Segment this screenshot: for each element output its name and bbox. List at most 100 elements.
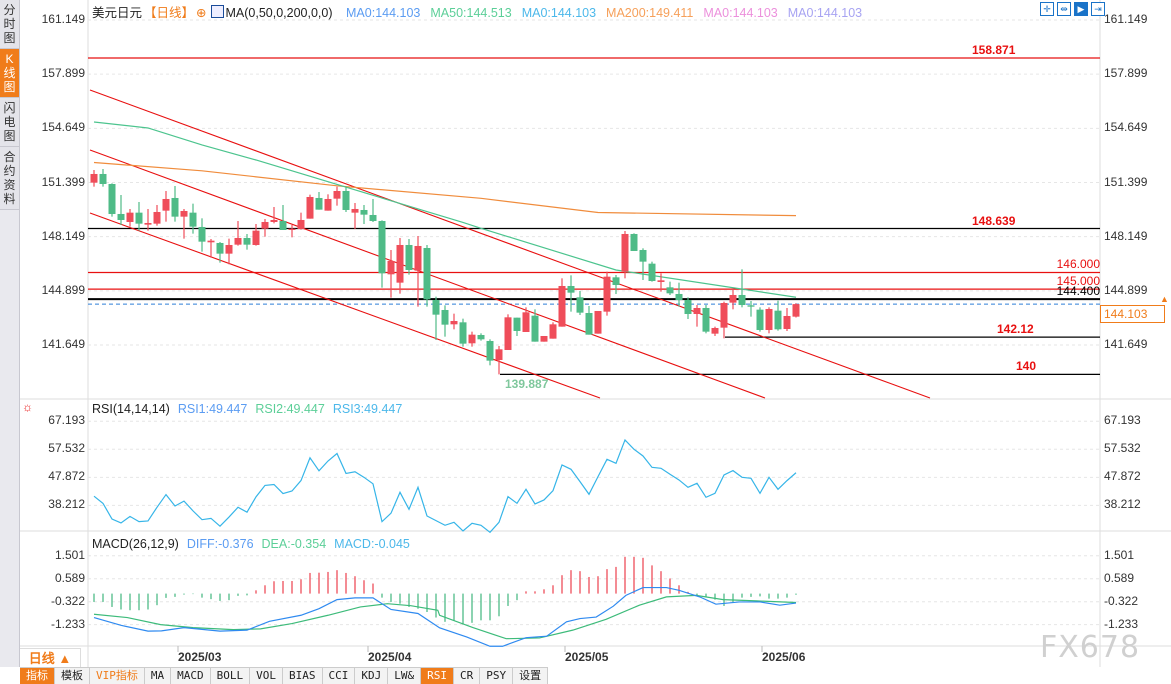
price-axis-label-left: 161.149 [41, 12, 85, 26]
candle-up [729, 294, 737, 303]
period-selector[interactable]: 日线 ▲ [20, 648, 81, 668]
tab-ma[interactable]: MA [145, 668, 172, 684]
price-axis-label-left: 141.649 [41, 337, 85, 351]
indicator-axis-label-left: 67.193 [48, 413, 85, 428]
candle-up [126, 212, 134, 222]
date-label: 2025/06 [762, 650, 806, 664]
sidebar-tab-contract-info[interactable]: 合约资料 [0, 147, 19, 210]
candle-down [342, 190, 350, 210]
candle-down [684, 299, 692, 314]
indicator-axis-label-left: 0.589 [54, 570, 85, 585]
candle-down [675, 293, 683, 300]
price-axis-label-right: 151.399 [1104, 174, 1148, 189]
candle-down [315, 197, 323, 210]
diff-line [93, 586, 797, 647]
candle-down [135, 212, 143, 224]
rsi-legend: RSI(14,14,14) RSI1:49.447 RSI2:49.447 RSI3:… [92, 402, 418, 416]
crosshair-icon[interactable]: ✛ [1040, 2, 1054, 16]
candle-down [99, 173, 107, 184]
play-cursor-icon[interactable]: ▶ [1074, 2, 1088, 16]
price-up-arrow-icon: ▲ [1160, 294, 1169, 304]
tab-lw&[interactable]: LW& [388, 668, 422, 684]
candle-down [405, 244, 413, 270]
candle-up [783, 315, 791, 329]
tab-vol[interactable]: VOL [250, 668, 283, 684]
candle-up [603, 276, 611, 312]
candle-up [207, 240, 215, 243]
candle-up [387, 260, 395, 275]
rsi-leg-item: RSI3:49.447 [332, 402, 403, 416]
candle-up [90, 173, 98, 183]
candle-down [171, 197, 179, 217]
candle-up [558, 285, 566, 327]
exit-icon[interactable]: ⇥ [1091, 2, 1105, 16]
candle-up [324, 198, 332, 211]
macd-leg-item: DEA:-0.354 [261, 537, 327, 551]
candle-down [774, 310, 782, 330]
settings-icon[interactable]: ⊕ [196, 6, 207, 20]
tab-bias[interactable]: BIAS [283, 668, 323, 684]
candle-up [297, 219, 305, 229]
candle-up [261, 221, 269, 229]
candle-down [738, 294, 746, 305]
price-axis-label-right: 154.649 [1104, 120, 1148, 135]
sidebar-tab-timeshare[interactable]: 分时图 [0, 0, 19, 49]
candle-up [225, 244, 233, 254]
candle-up [180, 210, 188, 217]
candle-down [243, 237, 251, 245]
tab-设置[interactable]: 设置 [513, 668, 549, 684]
candle-up [468, 334, 476, 344]
candle-down [576, 297, 584, 313]
price-axis-label-right: 141.649 [1104, 337, 1148, 351]
watermark-logo: FX678 [1040, 630, 1141, 665]
level-label: 158.871 [972, 42, 1016, 57]
tab-psy[interactable]: PSY [480, 668, 514, 684]
date-label: 2025/03 [178, 650, 222, 664]
chart-toolbar: ✛ ⇹ ▶ ⇥ [1040, 2, 1105, 16]
candle-up [450, 320, 458, 325]
sidebar-tab-flash[interactable]: 闪电图 [0, 98, 19, 147]
tab-指标[interactable]: 指标 [20, 668, 55, 684]
fit-range-icon[interactable]: ⇹ [1057, 2, 1071, 16]
tab-cr[interactable]: CR [454, 668, 481, 684]
indicator-axis-label-right: 0.589 [1104, 570, 1135, 585]
indicator-axis-label-right: -0.322 [1104, 593, 1139, 608]
candle-down [216, 242, 224, 254]
candle-down [423, 247, 431, 300]
indicator-chart-icon[interactable] [210, 5, 224, 18]
candle-up [711, 327, 719, 334]
tab-boll[interactable]: BOLL [211, 668, 251, 684]
price-axis-label-right: 148.149 [1104, 228, 1148, 243]
low-price-label: 139.887 [505, 377, 549, 391]
sidebar-tab-kline[interactable]: K线图 [0, 49, 19, 98]
tab-macd[interactable]: MACD [171, 668, 211, 684]
candle-down [360, 209, 368, 215]
indicator-axis-label-right: 67.193 [1104, 413, 1141, 428]
price-axis-label-left: 157.899 [41, 66, 85, 81]
indicator-axis-label-left: 1.501 [54, 547, 85, 562]
tab-模板[interactable]: 模板 [55, 668, 90, 684]
rsi-settings-icon[interactable]: ☼ [22, 400, 33, 414]
candle-down [189, 212, 197, 227]
candle-up [306, 196, 314, 219]
left-sidebar: 分时图 K线图 闪电图 合约资料 [0, 0, 20, 667]
period-label: 【日线】 [144, 6, 195, 20]
tab-kdj[interactable]: KDJ [355, 668, 389, 684]
candle-down [108, 183, 116, 214]
macd-legend: MACD(26,12,9) DIFF:-0.376 DEA:-0.354 MACD:-… [92, 537, 426, 551]
candle-up [153, 211, 161, 224]
main-legend: 美元日元 【日线】 ⊕ MA(0,50,0,200,0,0) MA0:144.103 M… [92, 2, 882, 21]
candle-up [333, 190, 341, 199]
candle-down [612, 277, 620, 285]
tab-rsi[interactable]: RSI [421, 668, 454, 684]
candle-down [630, 233, 638, 251]
level-label: 140 [1016, 359, 1037, 374]
candle-down [648, 263, 656, 281]
tab-cci[interactable]: CCI [323, 668, 356, 684]
indicator-axis-label-left: 47.872 [48, 469, 85, 484]
tab-vip指标[interactable]: VIP指标 [90, 668, 145, 684]
price-axis-label-left: 154.649 [41, 120, 85, 135]
candle-down [747, 305, 755, 307]
candle-up [621, 233, 629, 272]
